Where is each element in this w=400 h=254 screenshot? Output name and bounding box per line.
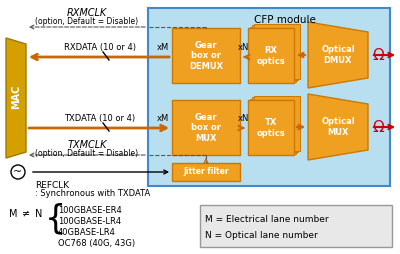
Text: Optical
DMUX: Optical DMUX — [321, 45, 355, 65]
Text: xN: xN — [237, 43, 249, 52]
Text: (option, Default = Disable): (option, Default = Disable) — [36, 18, 138, 26]
Bar — [252, 97, 298, 152]
Text: Gear
box or
MUX: Gear box or MUX — [191, 113, 221, 143]
Text: : Synchronous with TXDATA: : Synchronous with TXDATA — [35, 188, 150, 198]
Polygon shape — [6, 38, 26, 158]
Polygon shape — [308, 22, 368, 88]
Text: TXDATA (10 or 4): TXDATA (10 or 4) — [64, 114, 136, 123]
Text: xM: xM — [157, 114, 169, 123]
Text: RXDATA (10 or 4): RXDATA (10 or 4) — [64, 43, 136, 52]
Text: Jitter filter: Jitter filter — [183, 167, 229, 177]
Text: 100GBASE-ER4: 100GBASE-ER4 — [58, 206, 122, 215]
Text: M $\neq$ N: M $\neq$ N — [8, 207, 43, 219]
Text: OC768 (40G, 43G): OC768 (40G, 43G) — [58, 239, 135, 248]
Text: CFP module: CFP module — [254, 15, 316, 25]
Bar — [250, 26, 296, 82]
Text: Gear
box or
DEMUX: Gear box or DEMUX — [189, 41, 223, 71]
Text: Optical
MUX: Optical MUX — [321, 117, 355, 137]
Text: MAC: MAC — [11, 85, 21, 109]
Bar — [248, 100, 294, 155]
Text: TX
optics: TX optics — [257, 118, 285, 138]
Bar — [148, 8, 390, 186]
Bar — [200, 205, 392, 247]
Text: RX
optics: RX optics — [257, 46, 285, 66]
Bar — [248, 28, 294, 83]
Text: $\Omega$: $\Omega$ — [372, 47, 385, 63]
Text: RXMCLK: RXMCLK — [67, 8, 107, 18]
Bar — [252, 25, 298, 80]
Text: N = Optical lane number: N = Optical lane number — [205, 231, 318, 241]
Text: xN: xN — [237, 114, 249, 123]
Polygon shape — [308, 94, 368, 160]
Bar — [254, 96, 300, 151]
Bar — [254, 24, 300, 78]
Text: TXMCLK: TXMCLK — [67, 140, 107, 150]
Text: ~: ~ — [13, 167, 23, 177]
Text: 40GBASE-LR4: 40GBASE-LR4 — [58, 228, 116, 237]
Text: {: { — [45, 202, 66, 235]
Text: (option, Default = Disable): (option, Default = Disable) — [36, 150, 138, 158]
Text: $\Omega$: $\Omega$ — [372, 119, 385, 135]
Bar — [172, 100, 240, 155]
Text: 100GBASE-LR4: 100GBASE-LR4 — [58, 217, 121, 226]
Text: M = Electrical lane number: M = Electrical lane number — [205, 215, 329, 225]
Text: xM: xM — [157, 43, 169, 52]
Bar — [172, 163, 240, 181]
Bar — [250, 99, 296, 153]
Text: REFCLK: REFCLK — [35, 181, 69, 189]
Bar — [172, 28, 240, 83]
